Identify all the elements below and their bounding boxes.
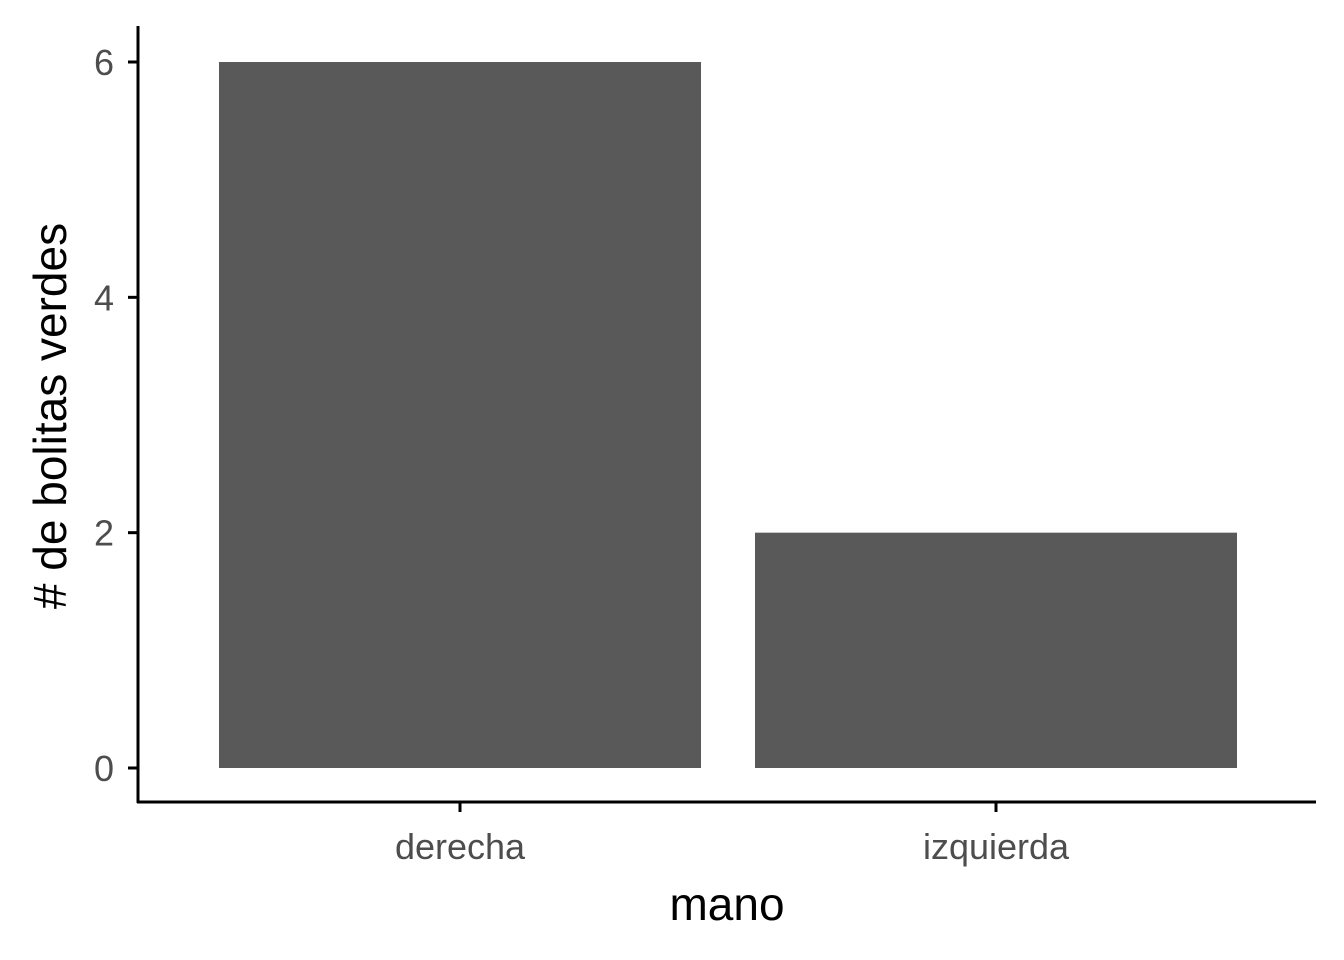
y-axis-title: # de bolitas verdes: [24, 223, 76, 609]
bar-izquierda: [755, 532, 1237, 768]
y-tick-label-0: 0: [94, 748, 114, 789]
bars-group: [219, 62, 1237, 768]
x-axis-title: mano: [669, 878, 784, 930]
y-tick-label-6: 6: [94, 42, 114, 83]
y-tick-label-2: 2: [94, 513, 114, 554]
x-tick-label-izquierda: izquierda: [923, 826, 1070, 867]
x-tick-label-derecha: derecha: [395, 826, 526, 867]
x-axis: derecha izquierda: [137, 800, 1316, 867]
y-axis: 0 2 4 6: [94, 26, 140, 803]
bar-derecha: [219, 62, 701, 768]
y-tick-label-4: 4: [94, 277, 114, 318]
